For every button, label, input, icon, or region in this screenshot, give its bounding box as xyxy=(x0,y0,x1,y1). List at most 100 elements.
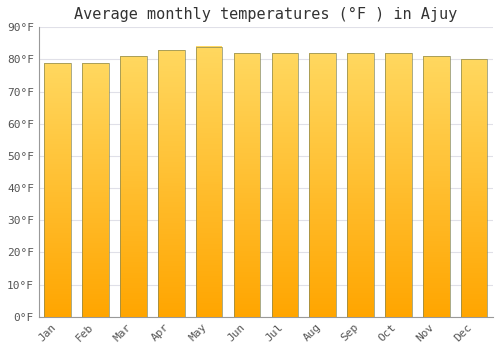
Bar xyxy=(272,98,298,100)
Bar xyxy=(385,119,411,121)
Bar xyxy=(234,103,260,106)
Bar xyxy=(310,87,336,90)
Bar xyxy=(385,232,411,235)
Bar xyxy=(272,90,298,93)
Bar xyxy=(272,66,298,69)
Bar xyxy=(423,296,450,299)
Bar xyxy=(348,309,374,312)
Bar xyxy=(310,216,336,219)
Bar xyxy=(348,219,374,222)
Bar xyxy=(272,245,298,248)
Bar xyxy=(348,293,374,296)
Bar xyxy=(272,280,298,282)
Bar xyxy=(82,192,109,195)
Bar xyxy=(44,304,71,307)
Bar xyxy=(272,135,298,138)
Bar xyxy=(385,159,411,161)
Bar xyxy=(196,135,222,139)
Bar xyxy=(44,235,71,238)
Bar xyxy=(82,139,109,141)
Bar xyxy=(385,280,411,282)
Bar xyxy=(423,285,450,288)
Bar xyxy=(272,216,298,219)
Bar xyxy=(461,116,487,119)
Bar xyxy=(348,245,374,248)
Bar xyxy=(348,238,374,240)
Bar xyxy=(461,193,487,196)
Bar xyxy=(158,250,184,253)
Bar xyxy=(348,92,374,95)
Bar xyxy=(158,148,184,151)
Bar xyxy=(348,282,374,285)
Bar xyxy=(120,184,146,187)
Bar xyxy=(44,144,71,147)
Bar xyxy=(44,68,71,70)
Bar xyxy=(196,84,222,87)
Bar xyxy=(272,209,298,211)
Bar xyxy=(44,63,71,317)
Bar xyxy=(158,215,184,218)
Bar xyxy=(120,189,146,192)
Bar xyxy=(348,216,374,219)
Bar xyxy=(348,187,374,190)
Bar xyxy=(461,111,487,113)
Bar xyxy=(82,108,109,111)
Bar xyxy=(234,156,260,159)
Bar xyxy=(461,278,487,281)
Bar xyxy=(120,139,146,142)
Bar xyxy=(44,103,71,106)
Bar xyxy=(272,124,298,127)
Bar xyxy=(310,211,336,214)
Bar xyxy=(82,256,109,258)
Bar xyxy=(234,201,260,203)
Bar xyxy=(120,314,146,317)
Bar xyxy=(385,53,411,56)
Bar xyxy=(461,242,487,245)
Bar xyxy=(461,286,487,288)
Bar xyxy=(348,69,374,71)
Bar xyxy=(234,295,260,298)
Bar xyxy=(348,303,374,306)
Bar xyxy=(44,182,71,185)
Bar xyxy=(348,195,374,198)
Bar xyxy=(234,256,260,259)
Bar xyxy=(234,92,260,95)
Bar xyxy=(82,85,109,88)
Bar xyxy=(272,238,298,240)
Bar xyxy=(385,71,411,74)
Bar xyxy=(234,150,260,153)
Bar xyxy=(44,228,71,230)
Bar xyxy=(310,79,336,82)
Bar xyxy=(234,274,260,277)
Bar xyxy=(272,198,298,201)
Bar xyxy=(234,264,260,267)
Bar xyxy=(423,207,450,210)
Bar xyxy=(348,251,374,253)
Bar xyxy=(461,239,487,242)
Bar xyxy=(272,309,298,312)
Bar xyxy=(385,209,411,211)
Bar xyxy=(158,231,184,234)
Bar xyxy=(196,289,222,293)
Bar xyxy=(272,180,298,182)
Bar xyxy=(196,52,222,55)
Bar xyxy=(348,103,374,106)
Bar xyxy=(82,281,109,284)
Bar xyxy=(158,210,184,213)
Bar xyxy=(82,187,109,190)
Bar xyxy=(120,270,146,273)
Bar xyxy=(461,270,487,273)
Bar xyxy=(385,195,411,198)
Bar xyxy=(348,269,374,272)
Bar xyxy=(120,108,146,111)
Bar xyxy=(461,59,487,62)
Bar xyxy=(272,298,298,301)
Bar xyxy=(348,288,374,290)
Bar xyxy=(234,303,260,306)
Bar xyxy=(310,280,336,282)
Bar xyxy=(272,312,298,314)
Bar xyxy=(423,249,450,252)
Bar xyxy=(348,211,374,214)
Bar xyxy=(348,63,374,66)
Bar xyxy=(423,246,450,249)
